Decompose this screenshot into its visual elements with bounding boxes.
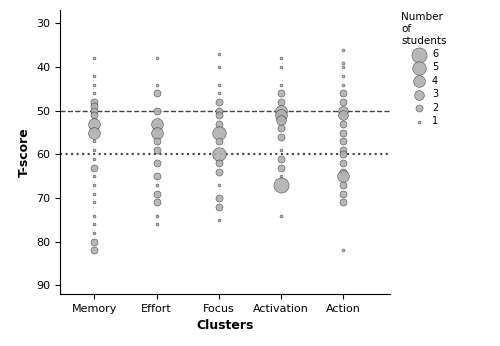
Point: [152, 200, 160, 205]
Point: [90, 130, 98, 135]
Point: [152, 161, 160, 166]
Point: [215, 121, 223, 127]
Point: [277, 165, 285, 170]
Point: [215, 182, 223, 188]
Point: [340, 191, 347, 197]
Point: [152, 221, 160, 227]
Point: [90, 191, 98, 197]
Point: [215, 99, 223, 105]
Point: [277, 182, 285, 188]
Point: [340, 161, 347, 166]
Point: [90, 147, 98, 153]
Point: [90, 104, 98, 109]
Point: [340, 99, 347, 105]
Point: [152, 147, 160, 153]
Point: [277, 99, 285, 105]
Point: [215, 82, 223, 87]
Point: [277, 91, 285, 96]
Point: [277, 173, 285, 179]
Point: [152, 108, 160, 113]
Point: [152, 56, 160, 61]
Point: [90, 138, 98, 144]
Point: [340, 108, 347, 113]
Point: [340, 169, 347, 175]
Point: [90, 248, 98, 253]
Point: [90, 121, 98, 127]
Point: [215, 152, 223, 157]
Point: [277, 112, 285, 118]
Point: [277, 156, 285, 162]
Point: [215, 204, 223, 210]
Point: [277, 134, 285, 140]
Point: [152, 130, 160, 135]
Point: [215, 195, 223, 201]
Point: [277, 147, 285, 153]
Point: [340, 130, 347, 135]
Point: [215, 108, 223, 113]
Point: [215, 138, 223, 144]
Point: [215, 161, 223, 166]
Point: [277, 108, 285, 113]
Point: [340, 121, 347, 127]
Point: [90, 73, 98, 79]
Point: [277, 82, 285, 87]
Point: [340, 82, 347, 87]
Point: [340, 248, 347, 253]
Point: [90, 230, 98, 236]
Point: [340, 91, 347, 96]
Point: [90, 156, 98, 162]
Point: [340, 173, 347, 179]
Point: [152, 82, 160, 87]
Point: [90, 56, 98, 61]
Point: [215, 130, 223, 135]
Point: [90, 112, 98, 118]
Point: [215, 51, 223, 57]
Point: [340, 112, 347, 118]
Point: [90, 82, 98, 87]
Point: [340, 60, 347, 65]
Point: [90, 99, 98, 105]
Point: [215, 91, 223, 96]
Point: [215, 64, 223, 70]
Point: [340, 138, 347, 144]
Point: [152, 121, 160, 127]
Point: [215, 217, 223, 223]
Point: [277, 56, 285, 61]
Y-axis label: T-score: T-score: [18, 127, 30, 177]
Point: [90, 221, 98, 227]
Point: [90, 182, 98, 188]
Point: [340, 182, 347, 188]
Point: [90, 213, 98, 218]
Legend: 6, 5, 4, 3, 2, 1: 6, 5, 4, 3, 2, 1: [398, 10, 450, 129]
Point: [152, 138, 160, 144]
Point: [152, 173, 160, 179]
Point: [277, 64, 285, 70]
Point: [90, 165, 98, 170]
Point: [152, 191, 160, 197]
Point: [215, 169, 223, 175]
Point: [277, 117, 285, 122]
Point: [90, 239, 98, 245]
Point: [340, 47, 347, 53]
Point: [152, 91, 160, 96]
Point: [277, 213, 285, 218]
Point: [277, 126, 285, 131]
X-axis label: Clusters: Clusters: [196, 319, 254, 333]
Point: [340, 73, 347, 79]
Point: [340, 200, 347, 205]
Point: [340, 152, 347, 157]
Point: [340, 147, 347, 153]
Point: [90, 108, 98, 113]
Point: [152, 182, 160, 188]
Point: [340, 64, 347, 70]
Point: [152, 213, 160, 218]
Point: [90, 200, 98, 205]
Point: [90, 173, 98, 179]
Point: [215, 112, 223, 118]
Point: [90, 91, 98, 96]
